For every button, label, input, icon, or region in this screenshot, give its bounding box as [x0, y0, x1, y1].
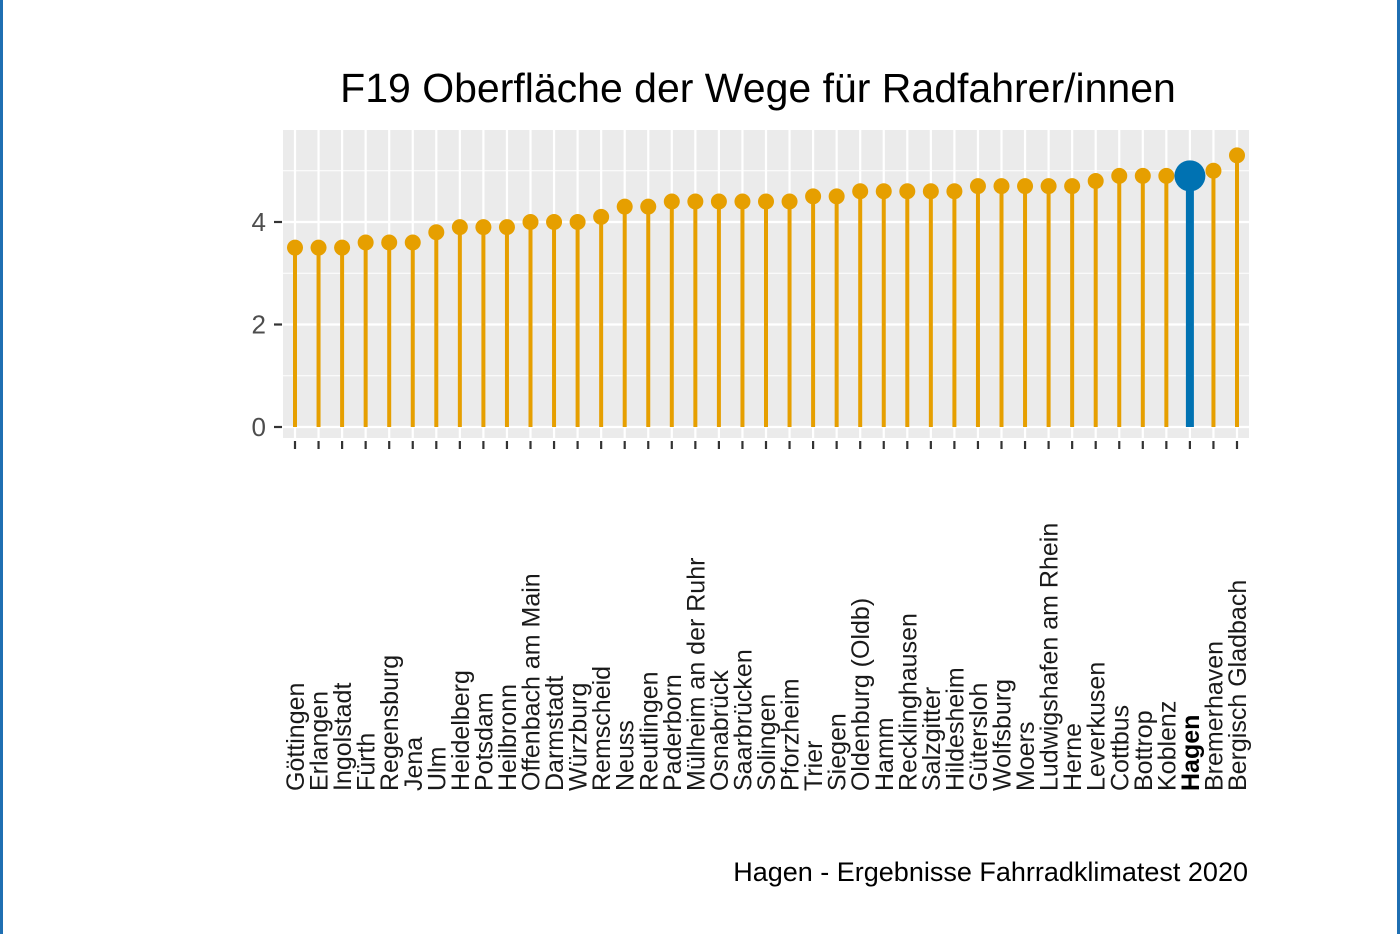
- lollipop-point: [899, 183, 916, 200]
- x-tick-label: Cottbus: [1106, 705, 1134, 791]
- x-tick-label: Ulm: [423, 747, 451, 791]
- x-axis: GöttingenErlangenIngolstadtFürthRegensbu…: [282, 441, 1252, 791]
- x-tick-label: Gütersloh: [965, 683, 993, 791]
- lollipop-point: [1229, 147, 1245, 164]
- x-tick-label: Offenbach am Main: [518, 573, 546, 791]
- lollipop-point: [616, 198, 633, 215]
- x-tick-label: Würzburg: [565, 683, 593, 791]
- x-tick-label: Erlangen: [306, 691, 334, 791]
- x-tick-label: Salzgitter: [918, 687, 946, 791]
- x-tick-label: Hildesheim: [941, 667, 969, 791]
- lollipop-point: [1205, 162, 1222, 179]
- x-tick-label: Potsdam: [470, 692, 498, 791]
- chart-caption: Hagen - Ergebnisse Fahrradklimatest 2020: [733, 857, 1248, 887]
- x-tick-label: Hamm: [871, 717, 899, 791]
- lollipop-marks: [287, 147, 1245, 427]
- x-tick-label: Ludwigshafen am Rhein: [1036, 523, 1064, 791]
- x-tick-label: Herne: [1059, 723, 1087, 791]
- x-tick-label: Osnabrück: [706, 670, 734, 791]
- x-tick-label: Siegen: [824, 713, 852, 791]
- x-tick-label: Bergisch Gladbach: [1224, 580, 1252, 791]
- lollipop-point: [1111, 167, 1128, 184]
- x-tick-label: Wolfsburg: [989, 679, 1017, 791]
- x-tick-label: Pforzheim: [777, 678, 805, 791]
- lollipop-point: [381, 234, 398, 251]
- y-tick-label: 0: [252, 412, 266, 442]
- x-tick-label: Koblenz: [1153, 701, 1181, 791]
- lollipop-point: [522, 214, 539, 230]
- lollipop-point: [498, 219, 515, 236]
- lollipop-point: [993, 178, 1010, 195]
- lollipop-point: [922, 183, 939, 200]
- x-tick-label: Bottrop: [1130, 710, 1158, 791]
- lollipop-point: [828, 188, 845, 205]
- x-tick-label: Reutlingen: [635, 671, 663, 791]
- lollipop-point: [546, 214, 563, 230]
- lollipop-point: [781, 193, 798, 210]
- x-tick-label: Darmstadt: [541, 676, 569, 791]
- x-tick-label: Jena: [400, 737, 428, 791]
- x-tick-label: Heilbronn: [494, 684, 522, 791]
- y-axis: 0 2 4: [252, 207, 282, 442]
- x-tick-label: Mülheim an der Ruhr: [682, 558, 710, 791]
- x-tick-label: Neuss: [612, 720, 640, 791]
- lollipop-point: [969, 178, 986, 195]
- chart-title: F19 Oberfläche der Wege für Radfahrer/in…: [340, 65, 1176, 111]
- y-tick-label: 4: [252, 207, 266, 237]
- y-tick-label: 2: [252, 310, 266, 340]
- x-tick-label: Moers: [1012, 722, 1040, 791]
- lollipop-point: [1087, 173, 1104, 189]
- lollipop-point: [687, 193, 704, 210]
- lollipop-point: [852, 183, 869, 200]
- x-tick-label: Solingen: [753, 694, 781, 791]
- lollipop-point: [875, 183, 892, 200]
- lollipop-point: [569, 214, 586, 230]
- lollipop-point: [1158, 167, 1175, 184]
- lollipop-point: [663, 193, 680, 210]
- lollipop-point: [404, 234, 421, 251]
- x-tick-label: Oldenburg (Oldb): [847, 598, 875, 791]
- lollipop-point: [593, 208, 610, 225]
- lollipop-point: [758, 193, 774, 210]
- lollipop-point: [287, 239, 303, 256]
- lollipop-point: [334, 239, 351, 256]
- lollipop-point-highlight: [1174, 160, 1206, 192]
- x-tick-label: Göttingen: [282, 683, 310, 791]
- lollipop-point: [310, 239, 327, 256]
- x-tick-label: Heidelberg: [447, 670, 475, 791]
- lollipop-point: [475, 219, 492, 236]
- lollipop-point: [428, 224, 445, 241]
- x-tick-label: Paderborn: [659, 674, 687, 791]
- x-tick-label: Trier: [800, 741, 828, 791]
- x-tick-label: Regensburg: [376, 655, 404, 791]
- x-tick-label: Bremerhaven: [1200, 641, 1228, 791]
- lollipop-point: [451, 219, 468, 236]
- lollipop-point: [357, 234, 374, 251]
- lollipop-point: [1064, 178, 1081, 195]
- x-tick-label: Recklinghausen: [894, 613, 922, 791]
- x-tick-label: Remscheid: [588, 666, 616, 791]
- x-tick-label: Saarbrücken: [729, 649, 757, 791]
- x-tick-label: Hagen: [1177, 715, 1205, 791]
- lollipop-point: [734, 193, 751, 210]
- x-tick-label: Leverkusen: [1083, 662, 1111, 791]
- lollipop-point: [1040, 178, 1057, 195]
- lollipop-point: [1134, 167, 1151, 184]
- x-tick-label: Ingolstadt: [329, 683, 357, 791]
- lollipop-point: [946, 183, 963, 200]
- lollipop-point: [640, 198, 657, 215]
- lollipop-point: [1017, 178, 1034, 195]
- x-tick-label: Fürth: [353, 733, 381, 791]
- lollipop-point: [805, 188, 822, 205]
- lollipop-point: [710, 193, 727, 210]
